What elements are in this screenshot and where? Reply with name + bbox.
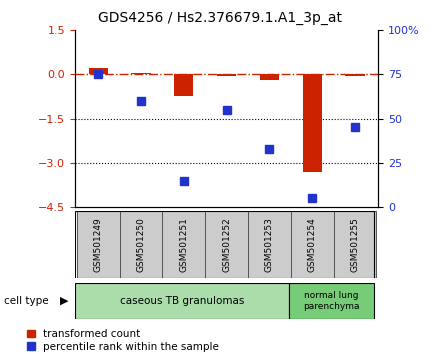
Text: normal lung
parenchyma: normal lung parenchyma (303, 291, 359, 310)
Bar (248, 211, 291, 278)
Text: GDS4256 / Hs2.376679.1.A1_3p_at: GDS4256 / Hs2.376679.1.A1_3p_at (98, 11, 342, 25)
Bar (174, 74, 194, 96)
Bar (162, 211, 205, 278)
Legend: transformed count, percentile rank within the sample: transformed count, percentile rank withi… (27, 329, 219, 352)
Bar (75, 283, 289, 319)
Text: GSM501254: GSM501254 (308, 217, 317, 272)
Text: GSM501255: GSM501255 (350, 217, 359, 272)
Bar (89, 68, 108, 74)
Bar (217, 74, 236, 76)
Bar (77, 211, 120, 278)
Bar (120, 211, 162, 278)
Text: GSM501251: GSM501251 (180, 217, 188, 272)
Text: GSM501249: GSM501249 (94, 217, 103, 272)
Text: ▶: ▶ (59, 296, 68, 306)
Text: GSM501250: GSM501250 (136, 217, 146, 272)
Bar (132, 73, 151, 74)
Bar (303, 74, 322, 172)
Bar (345, 74, 364, 75)
Text: caseous TB granulomas: caseous TB granulomas (120, 296, 244, 306)
Text: GSM501253: GSM501253 (265, 217, 274, 272)
Bar (289, 283, 374, 319)
Text: GSM501252: GSM501252 (222, 217, 231, 272)
Bar (291, 211, 334, 278)
Bar (334, 211, 376, 278)
Bar (260, 74, 279, 80)
Bar (205, 211, 248, 278)
Text: cell type: cell type (4, 296, 49, 306)
